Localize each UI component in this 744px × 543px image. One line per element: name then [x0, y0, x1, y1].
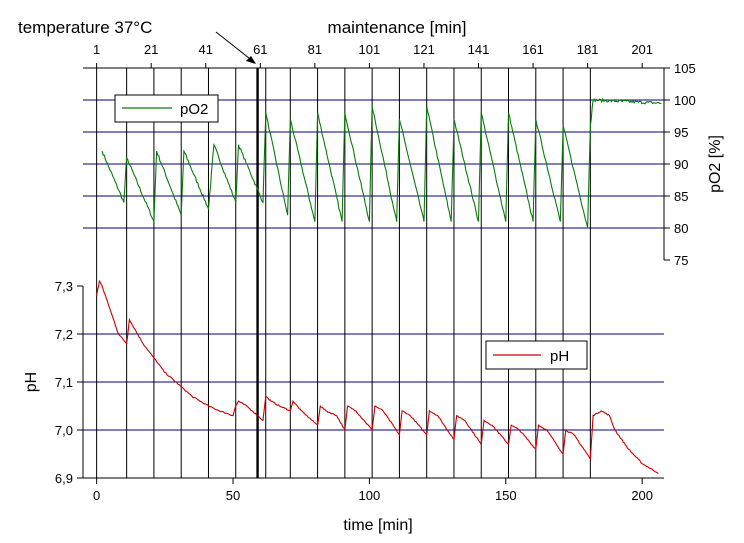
series-line-ph [96, 279, 659, 474]
y-right-tick-label-95: 95 [674, 125, 688, 140]
legend-ph: pH [485, 340, 588, 370]
x-top-tick-label-1: 1 [93, 42, 100, 57]
x-bottom-tick-label-200: 200 [631, 488, 653, 503]
x-top-tick-label-41: 41 [199, 42, 213, 57]
series-line-po2 [101, 97, 662, 229]
maintenance-lines [96, 68, 591, 478]
grid-layer [83, 99, 664, 431]
x-bottom-tick-label-0: 0 [93, 488, 100, 503]
x-bottom-tick-label-50: 50 [226, 488, 240, 503]
y-left-axis-title: pH [23, 372, 40, 392]
temperature-arrow-head [246, 56, 256, 64]
x-top-tick-label-101: 101 [359, 42, 381, 57]
temperature-arrow [215, 31, 255, 63]
y-right-tick-label-80: 80 [674, 221, 688, 236]
y-left-tick-label-7-1: 7,1 [55, 375, 73, 390]
x-top-tick-label-21: 21 [144, 42, 158, 57]
legend-po2: pO2 [114, 94, 219, 123]
y-left-tick-label-7: 7,0 [55, 423, 73, 438]
x-top-tick-label-61: 61 [253, 42, 267, 57]
y-right-tick-label-85: 85 [674, 189, 688, 204]
y-right-tick-label-100: 100 [674, 93, 696, 108]
x-bottom-tick-label-100: 100 [359, 488, 381, 503]
legend-po2-label: pO2 [180, 101, 208, 118]
x-top-tick-label-181: 181 [577, 42, 599, 57]
x-top-tick-label-161: 161 [522, 42, 544, 57]
series-layer [96, 97, 662, 474]
legend-ph-label: pH [550, 348, 569, 365]
y-left-tick-label-6-9: 6,9 [55, 471, 73, 486]
temperature-annotation: temperature 37°C [18, 18, 152, 37]
x-top-tick-label-121: 121 [413, 42, 435, 57]
y-right-tick-label-90: 90 [674, 157, 688, 172]
y-left-tick-label-7-2: 7,2 [55, 327, 73, 342]
x-top-tick-label-201: 201 [631, 42, 653, 57]
y-right-tick-label-75: 75 [674, 253, 688, 268]
y-right-tick-label-105: 105 [674, 61, 696, 76]
y-left-tick-label-7-3: 7,3 [55, 279, 73, 294]
x-bottom-axis-title: time [min] [343, 517, 412, 534]
x-bottom-tick-label-150: 150 [495, 488, 517, 503]
x-top-tick-label-141: 141 [468, 42, 490, 57]
x-top-axis-title: maintenance [min] [328, 18, 467, 37]
x-top-tick-label-81: 81 [308, 42, 322, 57]
y-right-axis-title: pO2 [%] [707, 135, 724, 193]
